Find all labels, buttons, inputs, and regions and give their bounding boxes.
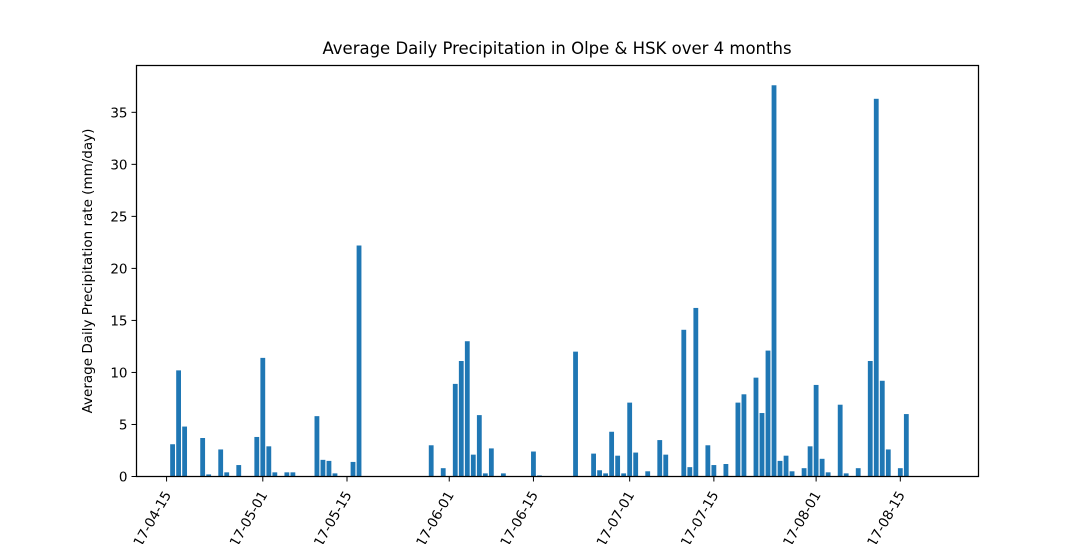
bar-2017-04-22	[206, 474, 212, 477]
x-tick-label: 2017-07-01	[585, 489, 638, 544]
bar-2017-05-11	[320, 459, 326, 477]
bar-2017-07-19	[735, 402, 741, 477]
bar-2017-08-05	[837, 404, 843, 477]
chart-title: Average Daily Precipitation in Olpe & HS…	[322, 39, 791, 58]
bar-2017-08-08	[855, 468, 861, 477]
x-tick-label: 2017-04-15	[122, 489, 175, 544]
bar-2017-05-16	[350, 461, 356, 477]
bar-2017-08-06	[843, 473, 849, 477]
bar-2017-08-01	[813, 384, 819, 477]
bars-group	[170, 85, 909, 477]
x-axis: 2017-04-15 2017-05-01 2017-05-15 2017-06-01…	[122, 476, 909, 544]
bar-2017-05-01	[260, 357, 266, 477]
bar-2017-05-29	[428, 445, 434, 477]
bar-2017-08-16	[903, 414, 909, 477]
bar-2017-08-15	[897, 468, 903, 477]
bar-2017-06-03	[458, 361, 464, 477]
bar-2017-05-31	[440, 468, 446, 477]
x-tick-label: 2017-05-15	[302, 489, 355, 544]
bar-2017-07-24	[765, 350, 771, 477]
bar-2017-06-29	[615, 455, 621, 477]
bar-2017-07-11	[687, 467, 693, 477]
bar-2017-06-10	[500, 473, 506, 477]
bar-2017-06-28	[609, 431, 615, 477]
bar-2017-04-30	[254, 436, 260, 477]
bar-2017-07-27	[783, 455, 789, 477]
bar-2017-06-04	[464, 341, 470, 477]
bar-2017-07-26	[777, 460, 783, 477]
bar-2017-06-02	[452, 383, 458, 477]
bar-2017-08-03	[825, 472, 831, 477]
bar-2017-06-30	[621, 473, 627, 477]
bar-2017-07-30	[801, 468, 807, 477]
bar-2017-07-14	[705, 445, 711, 477]
bar-2017-07-20	[741, 394, 747, 477]
bar-2017-06-08	[488, 448, 494, 477]
bar-2017-06-26	[597, 470, 602, 477]
bar-2017-07-22	[753, 377, 759, 477]
bar-2017-06-15	[531, 451, 536, 477]
bar-2017-06-22	[573, 351, 578, 477]
bar-2017-05-13	[332, 473, 338, 477]
bar-2017-07-15	[711, 465, 717, 477]
bar-2017-05-10	[314, 416, 320, 477]
bar-2017-04-27	[236, 465, 242, 477]
bar-2017-07-06	[657, 440, 663, 477]
bar-2017-05-05	[284, 472, 290, 477]
bar-2017-07-01	[627, 402, 633, 477]
bar-2017-05-02	[266, 446, 272, 477]
y-axis-label: Average Daily Precipitation rate (mm/day…	[80, 129, 96, 414]
bar-2017-06-05	[470, 454, 476, 477]
x-tick-label: 2017-07-15	[669, 489, 722, 544]
y-tick-label: 0	[119, 470, 128, 486]
bar-2017-05-12	[326, 460, 332, 477]
bar-2017-06-07	[482, 473, 488, 477]
bar-2017-07-10	[681, 329, 687, 477]
y-tick-label: 15	[110, 313, 127, 329]
bar-2017-05-03	[272, 472, 278, 477]
y-tick-label: 5	[119, 417, 128, 433]
bar-2017-07-31	[807, 446, 813, 477]
y-tick-label: 25	[110, 209, 127, 225]
bar-2017-07-04	[645, 471, 651, 477]
plot-frame	[135, 64, 980, 478]
bar-2017-04-16	[170, 444, 175, 477]
bar-2017-08-10	[867, 361, 873, 477]
bar-2017-07-12	[693, 307, 699, 477]
bar-2017-07-07	[663, 454, 669, 477]
x-tick-label: 2017-05-01	[218, 489, 271, 544]
bar-2017-08-13	[885, 449, 891, 477]
bar-2017-08-12	[879, 380, 885, 477]
x-tick-label: 2017-08-01	[771, 489, 824, 544]
bar-2017-07-02	[633, 452, 639, 477]
bar-2017-04-17	[176, 370, 181, 477]
y-tick-label: 30	[110, 157, 127, 173]
bar-2017-07-23	[759, 413, 765, 477]
bar-2017-04-21	[200, 438, 206, 477]
y-tick-label: 10	[110, 365, 127, 381]
y-tick-label: 35	[110, 105, 127, 121]
bar-2017-08-02	[819, 458, 825, 477]
bar-2017-04-24	[218, 449, 224, 477]
bar-2017-07-25	[771, 85, 777, 477]
bar-2017-06-06	[476, 415, 482, 477]
x-tick-label: 2017-06-01	[405, 489, 458, 544]
bar-2017-04-25	[224, 472, 230, 477]
bar-2017-06-27	[603, 473, 609, 477]
y-tick-label: 20	[110, 261, 127, 277]
bar-2017-08-11	[873, 98, 879, 477]
x-tick-label: 2017-06-15	[489, 489, 542, 544]
bar-2017-04-18	[182, 426, 188, 477]
bar-2017-06-25	[591, 453, 596, 477]
bar-2017-07-28	[789, 471, 795, 477]
bar-2017-05-06	[290, 472, 296, 477]
bar-2017-07-17	[723, 464, 729, 477]
x-tick-label: 2017-08-15	[856, 489, 909, 544]
bar-2017-05-17	[356, 245, 362, 477]
y-axis: 0 5 10 15 20 25 30 35	[110, 105, 137, 486]
